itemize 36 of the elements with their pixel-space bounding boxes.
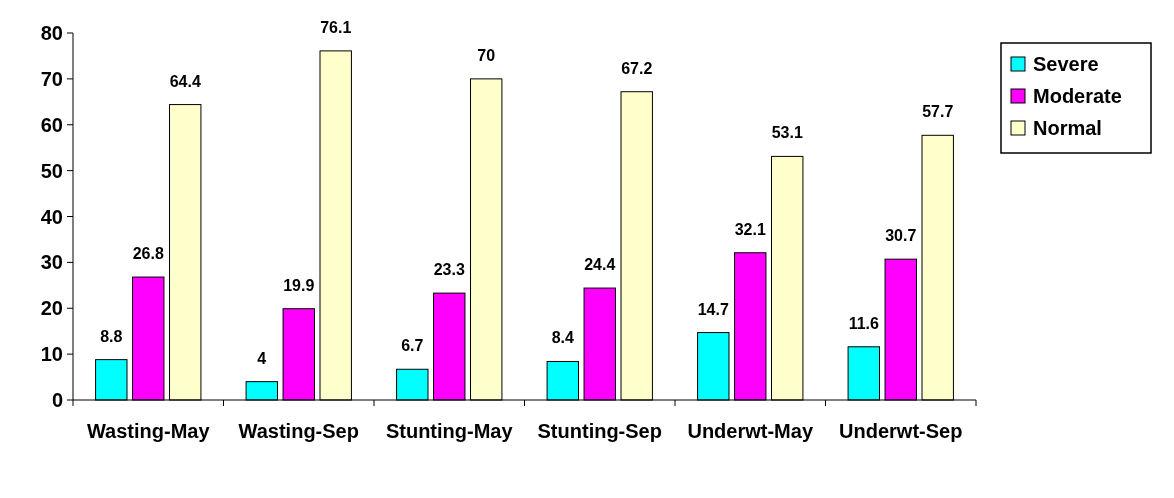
y-tick-label: 10 [40, 343, 63, 366]
y-tick-label: 40 [40, 205, 63, 228]
data-label: 19.9 [283, 276, 315, 294]
data-label: 8.8 [100, 327, 123, 345]
y-tick-label: 20 [40, 297, 63, 320]
data-label: 70 [477, 46, 496, 64]
data-label: 32.1 [734, 220, 766, 238]
data-label: 14.7 [697, 300, 729, 318]
data-label: 23.3 [433, 261, 465, 279]
y-tick-label: 0 [51, 389, 63, 411]
legend-label: Severe [1033, 53, 1099, 75]
data-label: 57.7 [922, 103, 954, 121]
data-label: 26.8 [132, 245, 164, 263]
x-tick-label: Stunting-May [385, 420, 514, 442]
x-tick-label: Wasting-May [86, 420, 211, 442]
data-label: 67.2 [621, 59, 653, 77]
data-label: 76.1 [320, 18, 352, 36]
y-tick-label: 60 [40, 113, 63, 136]
x-tick-label: Underwt-May [687, 420, 814, 442]
y-tick-label: 30 [40, 251, 63, 274]
data-label: 11.6 [848, 314, 880, 332]
data-label: 30.7 [885, 227, 917, 245]
data-label: 64.4 [169, 72, 201, 90]
y-tick-label: 70 [40, 67, 63, 90]
y-tick-label: 50 [40, 159, 63, 182]
legend-label: Moderate [1033, 85, 1122, 107]
legend-label: Normal [1033, 117, 1102, 139]
data-label: 24.4 [584, 256, 616, 274]
data-label: 53.1 [771, 124, 803, 142]
x-tick-label: Wasting-Sep [238, 420, 359, 442]
x-tick-label: Stunting-Sep [537, 420, 662, 442]
y-tick-label: 80 [40, 22, 63, 44]
data-label: 6.7 [401, 337, 424, 355]
data-label: 4 [257, 349, 267, 367]
x-tick-label: Underwt-Sep [839, 420, 963, 442]
data-label: 8.4 [551, 329, 574, 347]
